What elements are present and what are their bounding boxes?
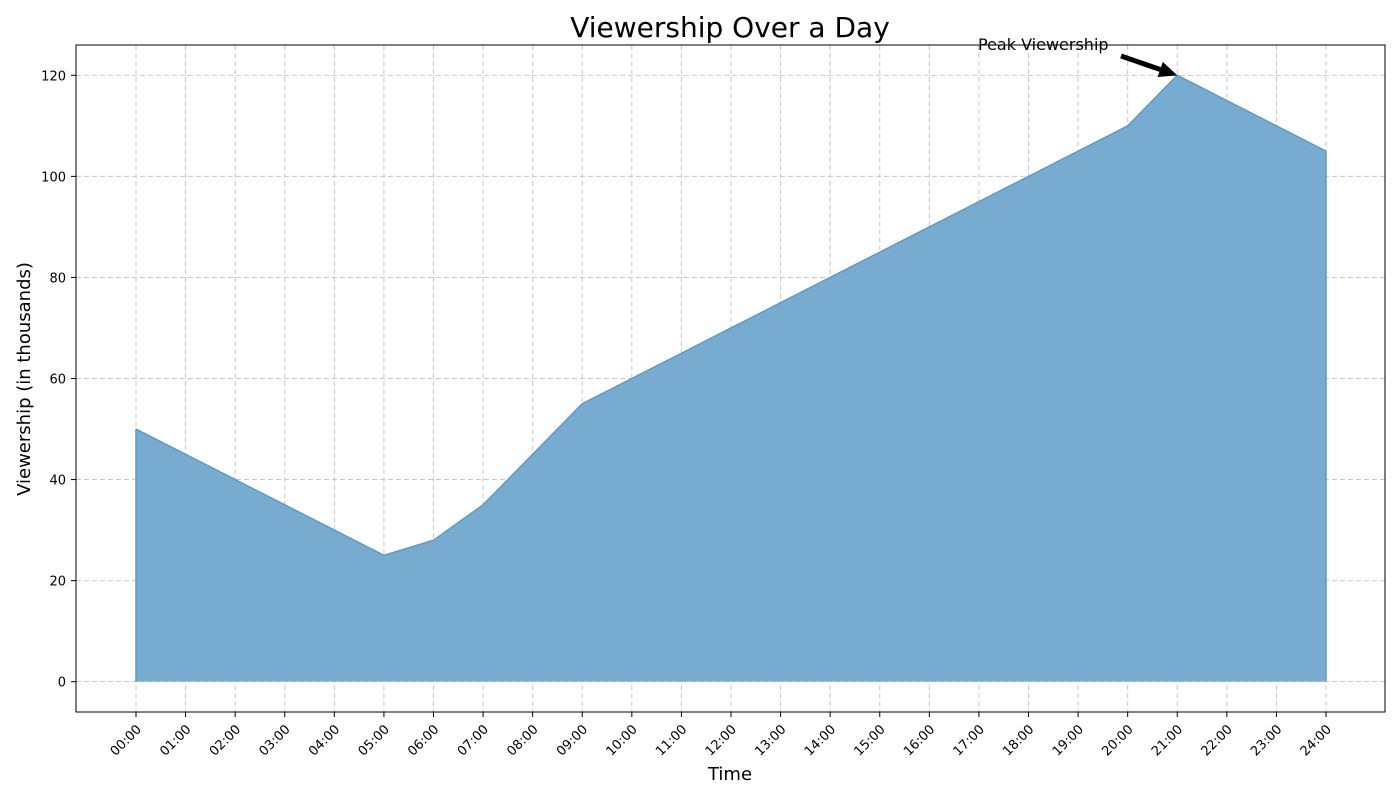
annotation-arrow-shaft bbox=[1120, 53, 1162, 72]
y-axis-label: Viewership (in thousands) bbox=[14, 262, 35, 496]
y-tick-label: 20 bbox=[49, 575, 66, 590]
y-tick-label: 80 bbox=[49, 271, 66, 286]
annotation-arrow-head bbox=[1157, 61, 1178, 78]
x-tick-label: 07:00 bbox=[455, 722, 492, 759]
x-tick-label: 23:00 bbox=[1248, 722, 1285, 759]
area-line bbox=[135, 74, 1327, 557]
x-tick-label: 14:00 bbox=[802, 722, 839, 759]
x-tick-label: 06:00 bbox=[405, 722, 442, 759]
x-tick-label: 16:00 bbox=[901, 722, 938, 759]
y-tick-label: 120 bbox=[41, 69, 66, 84]
x-tick-label: 13:00 bbox=[752, 722, 789, 759]
x-tick-label: 12:00 bbox=[703, 722, 740, 759]
peak-annotation: Peak Viewership bbox=[978, 35, 1178, 78]
x-tick-label: 24:00 bbox=[1298, 722, 1335, 759]
x-tick-label: 11:00 bbox=[653, 722, 690, 759]
x-tick-label: 01:00 bbox=[157, 722, 194, 759]
x-tick-label: 09:00 bbox=[554, 722, 591, 759]
y-tick-label: 100 bbox=[41, 170, 66, 185]
y-axis: 0 20 40 60 80 100 120 bbox=[41, 69, 76, 691]
x-tick-label: 00:00 bbox=[108, 722, 145, 759]
x-tick-label: 17:00 bbox=[951, 722, 988, 759]
area-fill bbox=[136, 75, 1326, 682]
chart-title: Viewership Over a Day bbox=[570, 11, 890, 44]
y-tick-label: 0 bbox=[58, 676, 66, 691]
x-axis-label: Time bbox=[707, 764, 752, 785]
x-tick-label: 21:00 bbox=[1149, 722, 1186, 759]
y-tick-label: 60 bbox=[49, 373, 66, 388]
x-tick-label: 18:00 bbox=[1000, 722, 1037, 759]
x-tick-label: 05:00 bbox=[356, 722, 393, 759]
x-tick-label: 22:00 bbox=[1199, 722, 1236, 759]
x-tick-label: 03:00 bbox=[256, 722, 293, 759]
area-series bbox=[135, 74, 1327, 682]
x-tick-label: 20:00 bbox=[1099, 722, 1136, 759]
x-tick-label: 10:00 bbox=[604, 722, 641, 759]
x-tick-label: 15:00 bbox=[851, 722, 888, 759]
x-tick-label: 08:00 bbox=[504, 722, 541, 759]
x-tick-label: 19:00 bbox=[1050, 722, 1087, 759]
x-tick-label: 02:00 bbox=[207, 722, 244, 759]
y-tick-label: 40 bbox=[49, 474, 66, 489]
x-axis: 00:00 01:00 02:00 03:00 04:00 05:00 06:00 07:00… bbox=[108, 712, 1335, 759]
annotation-text: Peak Viewership bbox=[978, 35, 1109, 54]
x-tick-label: 04:00 bbox=[306, 722, 343, 759]
